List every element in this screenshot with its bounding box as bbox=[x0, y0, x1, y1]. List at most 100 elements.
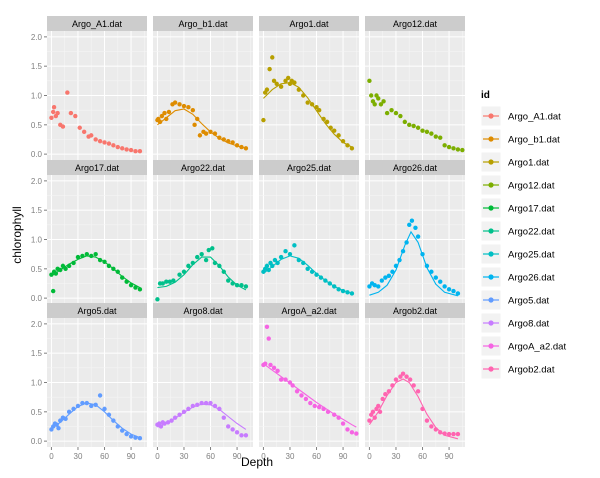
data-point bbox=[157, 119, 163, 125]
facet-strip-label: Argo5.dat bbox=[77, 306, 117, 316]
data-point bbox=[55, 110, 60, 116]
data-point bbox=[190, 107, 196, 113]
legend-title: id bbox=[481, 90, 490, 101]
x-tick-label: 60 bbox=[206, 452, 215, 461]
facet-strip bbox=[365, 16, 465, 31]
data-point bbox=[181, 409, 187, 415]
data-point bbox=[283, 377, 288, 382]
data-point bbox=[278, 254, 284, 260]
data-point bbox=[433, 427, 438, 432]
data-point bbox=[137, 287, 143, 292]
data-point bbox=[378, 102, 384, 107]
data-point bbox=[407, 222, 412, 228]
data-point bbox=[128, 283, 134, 288]
data-point bbox=[323, 278, 328, 283]
data-point bbox=[292, 80, 297, 85]
data-point bbox=[275, 368, 280, 373]
data-point bbox=[404, 374, 409, 379]
data-point bbox=[97, 139, 103, 144]
data-point bbox=[292, 243, 297, 248]
data-point bbox=[324, 119, 330, 125]
data-point bbox=[446, 431, 452, 437]
facet-strip bbox=[153, 303, 253, 318]
x-axis-ticks: 0 30 60 90 0 30 60 90 0 30 60 90 0 30 60 90 bbox=[49, 447, 454, 461]
data-point bbox=[305, 266, 310, 272]
data-point bbox=[53, 271, 59, 276]
data-point bbox=[409, 218, 415, 223]
data-point bbox=[111, 266, 116, 272]
y-tick-label: 1.0 bbox=[31, 92, 43, 101]
data-point bbox=[349, 291, 355, 296]
data-point bbox=[93, 137, 98, 142]
data-point bbox=[93, 402, 98, 407]
data-point bbox=[446, 287, 452, 292]
data-point bbox=[50, 109, 56, 115]
data-point bbox=[186, 263, 191, 269]
data-point bbox=[162, 421, 167, 426]
data-point bbox=[270, 263, 275, 269]
data-point bbox=[63, 416, 68, 422]
series-fit-line bbox=[368, 378, 459, 440]
legend-item: Argo5.dat bbox=[480, 289, 550, 311]
legend-key-point bbox=[488, 251, 494, 257]
data-point bbox=[66, 263, 72, 269]
data-point bbox=[301, 93, 306, 98]
data-point bbox=[75, 254, 81, 260]
legend-label: Argo26.dat bbox=[508, 273, 555, 284]
data-point bbox=[217, 263, 222, 269]
legend-label: ArgoA_a2.dat bbox=[508, 342, 566, 353]
data-point bbox=[226, 424, 231, 429]
x-tick-label: 0 bbox=[261, 452, 266, 461]
facet-strip bbox=[47, 303, 147, 318]
data-point bbox=[221, 415, 226, 420]
legend-label: Argo17.dat bbox=[508, 204, 555, 215]
data-point bbox=[376, 284, 381, 289]
data-point bbox=[411, 383, 416, 388]
legend-label: Argo_b1.dat bbox=[508, 135, 560, 146]
data-point bbox=[102, 140, 107, 145]
x-tick-label: 90 bbox=[127, 452, 136, 461]
data-point bbox=[177, 272, 182, 277]
data-point bbox=[325, 409, 331, 415]
legend-label: Argo5.dat bbox=[508, 296, 550, 307]
facet-strip-label: Argo12.dat bbox=[393, 19, 438, 29]
data-point bbox=[386, 389, 392, 394]
data-point bbox=[446, 144, 452, 150]
facet-strip-label: Argo17.dat bbox=[75, 163, 120, 173]
data-point bbox=[336, 133, 341, 138]
data-point bbox=[239, 433, 244, 438]
data-point bbox=[268, 362, 273, 368]
data-point bbox=[195, 254, 200, 260]
data-point bbox=[217, 406, 222, 412]
data-point bbox=[199, 400, 204, 406]
data-point bbox=[271, 78, 277, 84]
data-point bbox=[270, 55, 275, 60]
data-point bbox=[420, 406, 425, 412]
data-point bbox=[68, 110, 74, 116]
facet-strip bbox=[153, 16, 253, 31]
facet-Argo22.dat: Argo22.dat bbox=[153, 160, 253, 304]
data-point bbox=[239, 283, 244, 288]
data-point bbox=[137, 149, 143, 154]
data-point bbox=[66, 409, 72, 415]
facet-panels: Argo_A1.dat Argo_b1.dat Argo1.dat Argo12.da… bbox=[47, 16, 465, 447]
data-point bbox=[172, 415, 178, 420]
data-point bbox=[309, 269, 315, 274]
data-point bbox=[384, 110, 390, 116]
data-point bbox=[243, 284, 249, 289]
data-point bbox=[345, 290, 350, 295]
data-point bbox=[212, 403, 218, 409]
legend-item: Argob2.dat bbox=[480, 358, 555, 380]
legend-item: Argo8.dat bbox=[480, 312, 550, 334]
data-point bbox=[272, 257, 278, 263]
facet-Argo1.dat: Argo1.dat bbox=[259, 16, 359, 160]
data-point bbox=[415, 389, 421, 394]
data-point bbox=[442, 431, 447, 436]
data-point bbox=[354, 431, 359, 436]
data-point bbox=[451, 146, 456, 151]
data-point bbox=[89, 253, 94, 259]
y-tick-label: 1.5 bbox=[31, 349, 43, 358]
data-point bbox=[420, 128, 425, 133]
y-tick-label: 0.5 bbox=[31, 408, 43, 417]
data-point bbox=[438, 279, 443, 284]
